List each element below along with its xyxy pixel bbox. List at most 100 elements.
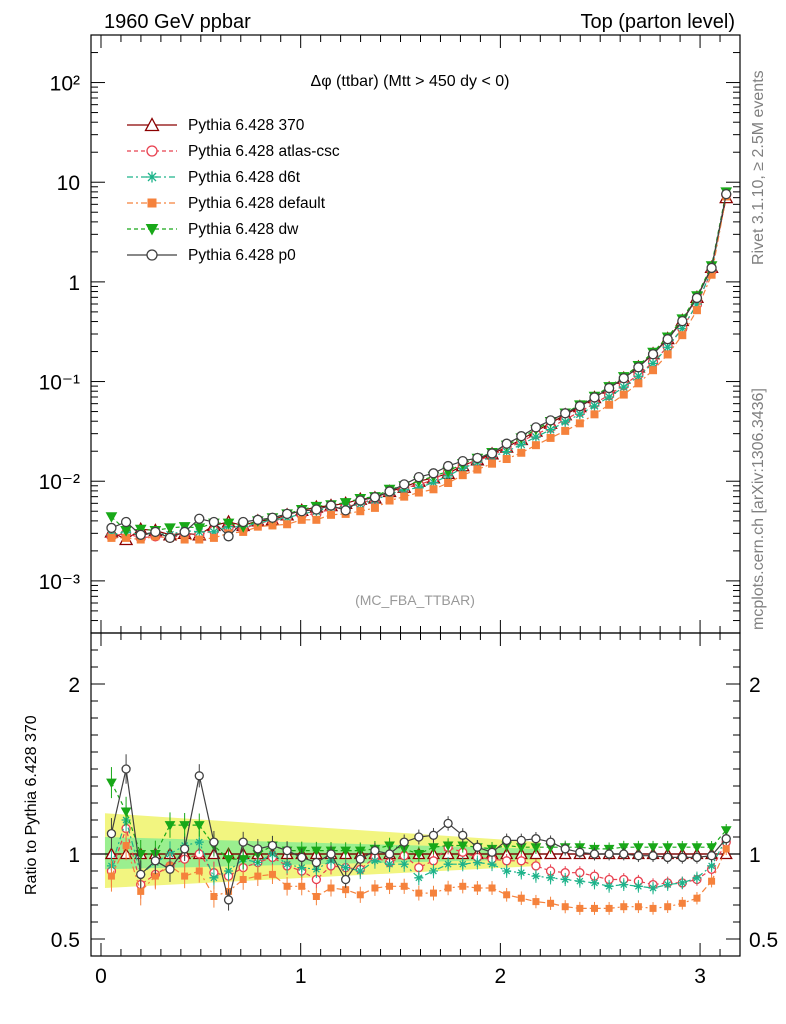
data-point (355, 854, 365, 864)
rivet-label: Rivet 3.1.10, ≥ 2.5M events (750, 70, 767, 265)
data-point (516, 431, 527, 442)
data-point (574, 409, 585, 420)
data-point (414, 832, 424, 842)
data-point (516, 856, 526, 866)
data-point (590, 904, 598, 912)
data-point (181, 872, 189, 880)
plot-title: Δφ (ttbar) (Mtt > 450 dy < 0) (311, 73, 510, 90)
data-point (136, 869, 146, 880)
data-point (442, 841, 454, 852)
data-point (107, 872, 115, 880)
data-point (238, 516, 249, 528)
data-point (443, 859, 453, 869)
data-point (720, 826, 732, 836)
data-point (575, 419, 584, 428)
data-point (223, 531, 234, 542)
data-point (618, 382, 629, 393)
data-point (356, 891, 364, 899)
data-point (208, 526, 219, 537)
data-point (415, 889, 423, 897)
data-point (545, 837, 556, 847)
data-point (590, 410, 599, 419)
y-tick-label: 1 (68, 272, 80, 295)
y-tick-label: 10⁻³ (39, 571, 80, 594)
data-point (721, 188, 732, 200)
data-point (356, 507, 365, 516)
data-point (502, 866, 512, 876)
data-point (428, 843, 439, 853)
y-tick-label: 1 (68, 844, 80, 867)
data-point (106, 828, 117, 839)
series-p0 (106, 188, 732, 544)
data-point (603, 382, 615, 394)
data-point (488, 459, 497, 468)
data-point (472, 452, 483, 464)
data-point (179, 526, 190, 538)
data-point (311, 504, 322, 515)
data-point (633, 881, 643, 891)
legend-item-default: Pythia 6.428 default (127, 195, 326, 212)
data-point (252, 514, 263, 525)
data-point (560, 844, 570, 854)
data-point (473, 884, 481, 892)
data-point (355, 495, 366, 506)
data-point (458, 830, 468, 840)
data-point (428, 468, 439, 479)
data-point (384, 849, 395, 859)
data-point (473, 465, 482, 474)
data-point (147, 198, 157, 208)
data-point (105, 512, 118, 523)
analysis-watermark: (MC_FBA_TTBAR) (355, 592, 475, 608)
data-point (677, 323, 688, 334)
data-point (488, 884, 496, 892)
data-point (619, 390, 628, 399)
collision-label: 1960 GeV ppbar (104, 11, 251, 33)
legend-item-dw: Pythia 6.428 dw (127, 221, 299, 238)
data-point (312, 515, 321, 524)
data-point (589, 878, 599, 888)
legend: Pythia 6.428 370 Pythia 6.428 atlas-csc Py… (127, 117, 340, 264)
data-point (530, 422, 542, 433)
data-point (122, 842, 130, 849)
data-point (384, 486, 395, 497)
y-tick-label: 10⁻¹ (39, 372, 80, 395)
data-point (283, 520, 292, 529)
data-point (619, 880, 629, 890)
data-point (339, 498, 352, 509)
main-axis: 10⁻³ 10⁻² 10⁻¹ 1 10 10² (39, 34, 741, 634)
data-point (575, 876, 585, 886)
data-point (663, 852, 673, 863)
data-point (691, 292, 703, 304)
ratio-series-layer (104, 754, 733, 915)
data-point (193, 821, 205, 831)
x-tick-label: 0 (95, 965, 107, 988)
data-point (370, 845, 380, 856)
data-point (267, 512, 278, 523)
data-point (399, 479, 410, 490)
data-point (531, 861, 541, 871)
data-point (662, 334, 673, 345)
ratio-series-default (107, 830, 730, 915)
legend-item-d6t: Pythia 6.428 d6t (127, 169, 301, 186)
data-point (693, 894, 701, 902)
data-point (678, 331, 687, 340)
data-point (633, 843, 644, 853)
data-point (151, 872, 159, 880)
legend-label: Pythia 6.428 p0 (188, 247, 296, 264)
data-point (296, 506, 307, 517)
data-point (589, 849, 600, 859)
data-point (501, 438, 512, 449)
data-point (691, 843, 703, 853)
data-point (145, 224, 159, 236)
data-point (311, 846, 322, 857)
data-point (444, 478, 453, 487)
data-point (706, 851, 717, 861)
data-point (429, 889, 437, 897)
data-point (428, 866, 438, 876)
legend-item-370: Pythia 6.428 370 (127, 117, 305, 134)
data-point (706, 262, 717, 274)
data-point (194, 837, 204, 847)
data-point (605, 400, 614, 409)
data-point (676, 843, 688, 853)
